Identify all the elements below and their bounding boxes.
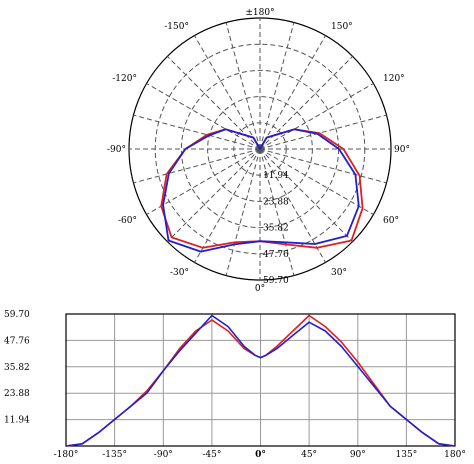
polar-grid-spoke bbox=[146, 83, 261, 150]
line-x-tick: 45° bbox=[301, 450, 317, 460]
polar-grid-spoke bbox=[259, 148, 353, 242]
line-y-tick: 23.88 bbox=[4, 389, 30, 399]
polar-angle-tick: -120° bbox=[112, 74, 137, 84]
polar-grid-spoke bbox=[133, 114, 261, 150]
polar-grid-spoke bbox=[259, 148, 374, 215]
polar-angle-tick: -60° bbox=[118, 216, 137, 226]
polar-grid-spoke bbox=[225, 148, 261, 276]
line-plot-frame bbox=[65, 313, 456, 447]
polar-series-blue bbox=[162, 128, 360, 253]
line-y-tick: 11.94 bbox=[4, 416, 30, 426]
line-x-tick: -45° bbox=[202, 450, 221, 460]
polar-angle-tick: 120° bbox=[383, 74, 405, 84]
polar-radial-tick: 11.94 bbox=[263, 171, 289, 181]
polar-grid-spoke bbox=[133, 148, 261, 184]
line-series-blue bbox=[65, 314, 456, 447]
polar-radial-tick: 23.88 bbox=[263, 197, 289, 207]
polar-grid-spoke bbox=[167, 148, 261, 242]
polar-grid-spoke bbox=[225, 22, 261, 150]
polar-angle-tick: 60° bbox=[383, 216, 399, 226]
polar-angle-tick: 150° bbox=[331, 22, 353, 32]
line-x-tick: 135° bbox=[396, 450, 418, 460]
line-y-tick: 59.70 bbox=[4, 310, 30, 320]
polar-grid-spoke bbox=[194, 148, 261, 263]
polar-grid-spoke bbox=[259, 114, 387, 150]
line-y-tick: 47.76 bbox=[4, 336, 30, 346]
polar-radial-tick: 59.70 bbox=[263, 276, 289, 286]
polar-grid-spoke bbox=[167, 56, 261, 150]
polar-angle-tick: 30° bbox=[331, 268, 347, 278]
polar-angle-tick: -30° bbox=[170, 268, 189, 278]
polar-grid-spoke bbox=[259, 56, 353, 150]
polar-radial-tick: 47.76 bbox=[263, 250, 289, 260]
line-x-tick: -180° bbox=[54, 450, 79, 460]
line-x-tick: -90° bbox=[154, 450, 173, 460]
polar-angle-tick: -90° bbox=[107, 145, 126, 155]
line-x-tick: 180° bbox=[444, 450, 466, 460]
polar-angle-tick: -150° bbox=[164, 22, 189, 32]
polar-grid-spoke bbox=[259, 83, 374, 150]
polar-angle-tick: ±180° bbox=[245, 8, 274, 18]
polar-radial-tick: 35.82 bbox=[263, 224, 289, 234]
line-y-tick: 35.82 bbox=[4, 363, 30, 373]
polar-angle-tick: 90° bbox=[394, 145, 410, 155]
polar-angle-tick: 0° bbox=[255, 284, 265, 294]
line-x-tick: 90° bbox=[350, 450, 366, 460]
polar-grid-spoke bbox=[259, 148, 295, 276]
polar-grid-spoke bbox=[146, 148, 261, 215]
line-x-tick: 0° bbox=[255, 450, 266, 460]
polar-grid-spoke bbox=[259, 35, 326, 150]
polar-grid-spoke bbox=[259, 148, 326, 263]
polar-grid-spoke bbox=[194, 35, 261, 150]
polar-grid-spoke bbox=[259, 148, 387, 184]
line-x-tick: -135° bbox=[102, 450, 127, 460]
polar-grid-spoke bbox=[259, 22, 295, 150]
